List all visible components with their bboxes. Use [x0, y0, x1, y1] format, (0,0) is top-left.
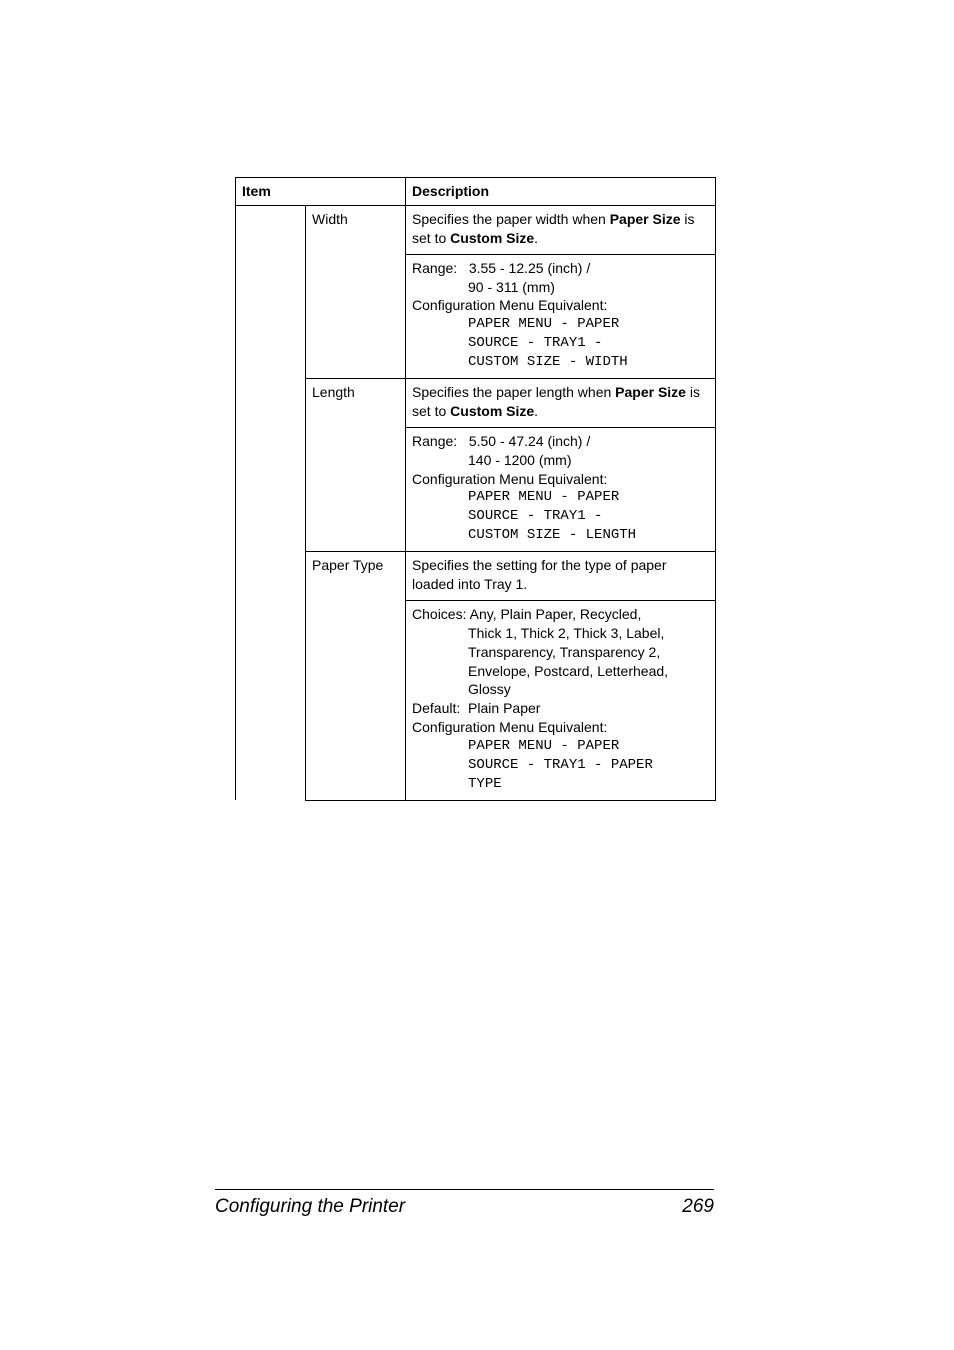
length-desc-1: Specifies the paper length when Paper Si… — [406, 379, 716, 428]
spec-table: Item Description Width Specifies the pap… — [235, 177, 716, 801]
length-desc-2: Range: 5.50 - 47.24 (inch) / 140 - 1200 … — [406, 427, 716, 551]
row-label-width: Width — [306, 205, 406, 378]
table-row: Length Specifies the paper length when P… — [236, 379, 716, 428]
page-footer: Configuring the Printer 269 — [215, 1189, 714, 1218]
text-bold: Paper Size — [610, 211, 681, 227]
mono-line: TYPE — [412, 775, 709, 794]
text: . — [534, 403, 538, 419]
header-description: Description — [406, 178, 716, 206]
row-label-papertype: Paper Type — [306, 552, 406, 801]
range-value-2: 140 - 1200 (mm) — [412, 451, 709, 470]
text: Specifies the paper width when — [412, 211, 610, 227]
config-label: Configuration Menu Equivalent: — [412, 718, 709, 737]
table-row: Paper Type Specifies the setting for the… — [236, 552, 716, 601]
footer-rule — [215, 1189, 714, 1190]
text-bold: Custom Size — [450, 403, 534, 419]
range-value: 3.55 - 12.25 (inch) / — [469, 260, 590, 276]
mono-line: PAPER MENU - PAPER — [412, 315, 709, 334]
choices-label: Choices: — [412, 606, 466, 622]
choices-val: Thick 1, Thick 2, Thick 3, Label, — [412, 624, 709, 643]
table-row: Width Specifies the paper width when Pap… — [236, 205, 716, 254]
row-label-length: Length — [306, 379, 406, 552]
range-line: Range: 5.50 - 47.24 (inch) / — [412, 432, 709, 451]
mono-line: SOURCE - TRAY1 - — [412, 507, 709, 526]
footer-page-number: 269 — [682, 1196, 714, 1218]
config-label: Configuration Menu Equivalent: — [412, 470, 709, 489]
text: Specifies the paper length when — [412, 384, 615, 400]
default-val: Plain Paper — [468, 700, 540, 716]
range-value-2: 90 - 311 (mm) — [412, 278, 709, 297]
footer-row: Configuring the Printer 269 — [215, 1196, 714, 1218]
papertype-desc-2: Choices: Any, Plain Paper, Recycled, Thi… — [406, 600, 716, 800]
papertype-desc-1: Specifies the setting for the type of pa… — [406, 552, 716, 601]
range-label: Range: — [412, 433, 457, 449]
header-item: Item — [236, 178, 406, 206]
range-line: Range: 3.55 - 12.25 (inch) / — [412, 259, 709, 278]
mono-line: PAPER MENU - PAPER — [412, 737, 709, 756]
text: . — [534, 230, 538, 246]
width-desc-1: Specifies the paper width when Paper Siz… — [406, 205, 716, 254]
default-label: Default: — [412, 700, 460, 716]
width-desc-2: Range: 3.55 - 12.25 (inch) / 90 - 311 (m… — [406, 254, 716, 378]
text-bold: Custom Size — [450, 230, 534, 246]
mono-line: PAPER MENU - PAPER — [412, 488, 709, 507]
choices-val: Any, Plain Paper, Recycled, — [470, 606, 642, 622]
range-value: 5.50 - 47.24 (inch) / — [469, 433, 590, 449]
mono-line: CUSTOM SIZE - WIDTH — [412, 353, 709, 372]
text-bold: Paper Size — [615, 384, 686, 400]
config-label: Configuration Menu Equivalent: — [412, 296, 709, 315]
mono-line: CUSTOM SIZE - LENGTH — [412, 526, 709, 545]
mono-line: SOURCE - TRAY1 - — [412, 334, 709, 353]
default-line: Default: Plain Paper — [412, 699, 709, 718]
mono-line: SOURCE - TRAY1 - PAPER — [412, 756, 709, 775]
choices-line: Choices: Any, Plain Paper, Recycled, — [412, 605, 709, 624]
choices-val: Transparency, Transparency 2, — [412, 643, 709, 662]
choices-val: Envelope, Postcard, Letterhead, — [412, 662, 709, 681]
table-header-row: Item Description — [236, 178, 716, 206]
blank-cell — [236, 205, 306, 800]
range-label: Range: — [412, 260, 457, 276]
footer-title: Configuring the Printer — [215, 1196, 405, 1218]
choices-val: Glossy — [412, 680, 709, 699]
page: Item Description Width Specifies the pap… — [0, 0, 954, 1350]
